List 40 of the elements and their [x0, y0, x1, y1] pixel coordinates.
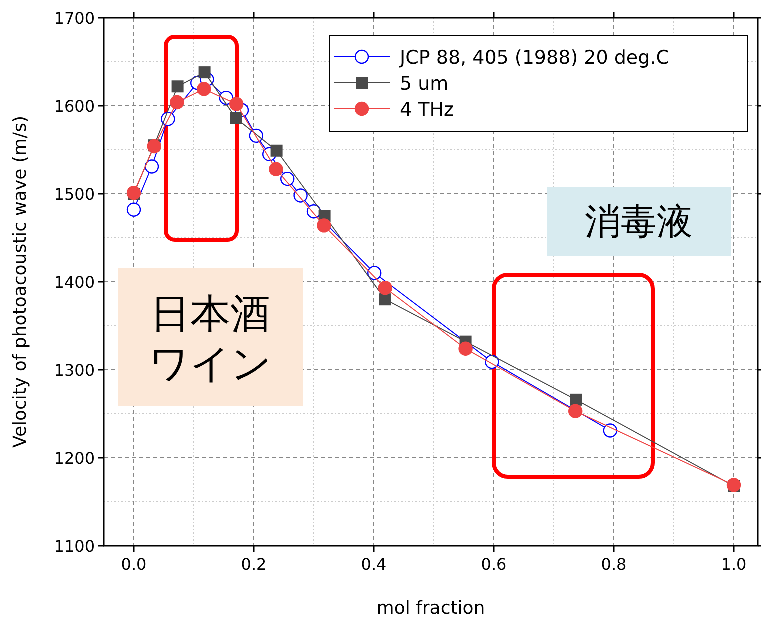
y-axis-title: Velocity of photoacoustic wave (m/s) [10, 116, 31, 448]
legend-label: 5 um [400, 73, 449, 95]
point [294, 188, 308, 203]
x-tick-label: 0.6 [481, 555, 507, 574]
y-tick-label: 1400 [54, 273, 95, 292]
y-tick-label: 1300 [54, 361, 95, 380]
x-tick-label: 1.0 [721, 555, 747, 574]
legend-label: JCP 88, 405 (1988) 20 deg.C [399, 47, 670, 69]
x-tick-label: 0.4 [361, 555, 387, 574]
x-tick-label: 0.0 [121, 555, 147, 574]
point [170, 95, 184, 110]
point [197, 82, 212, 96]
y-tick-label: 1600 [54, 97, 95, 116]
point [379, 294, 392, 306]
point [603, 424, 618, 438]
point [280, 172, 295, 186]
y-tick-label: 1100 [54, 537, 95, 556]
legend-label: 4 THz [400, 99, 454, 121]
point [198, 66, 211, 79]
annotation: 日本酒 [150, 291, 270, 338]
point [568, 404, 583, 418]
point [126, 202, 142, 217]
y-tick-label: 1700 [54, 9, 95, 28]
point [458, 342, 473, 356]
point [270, 144, 283, 157]
x-tick-label: 0.8 [601, 555, 627, 574]
x-axis-title: mol fraction [376, 598, 486, 619]
point [269, 162, 284, 176]
annotation: 消毒液 [585, 202, 693, 243]
point [570, 394, 582, 406]
point [172, 80, 184, 93]
point [144, 160, 160, 174]
point [317, 218, 332, 233]
point [230, 112, 242, 124]
y-tick-label: 1500 [54, 185, 95, 204]
y-tick-label: 1200 [54, 449, 95, 468]
annotation: ワイン [149, 341, 272, 388]
point [230, 97, 244, 112]
x-tick-label: 0.2 [241, 555, 267, 574]
point [378, 281, 392, 296]
